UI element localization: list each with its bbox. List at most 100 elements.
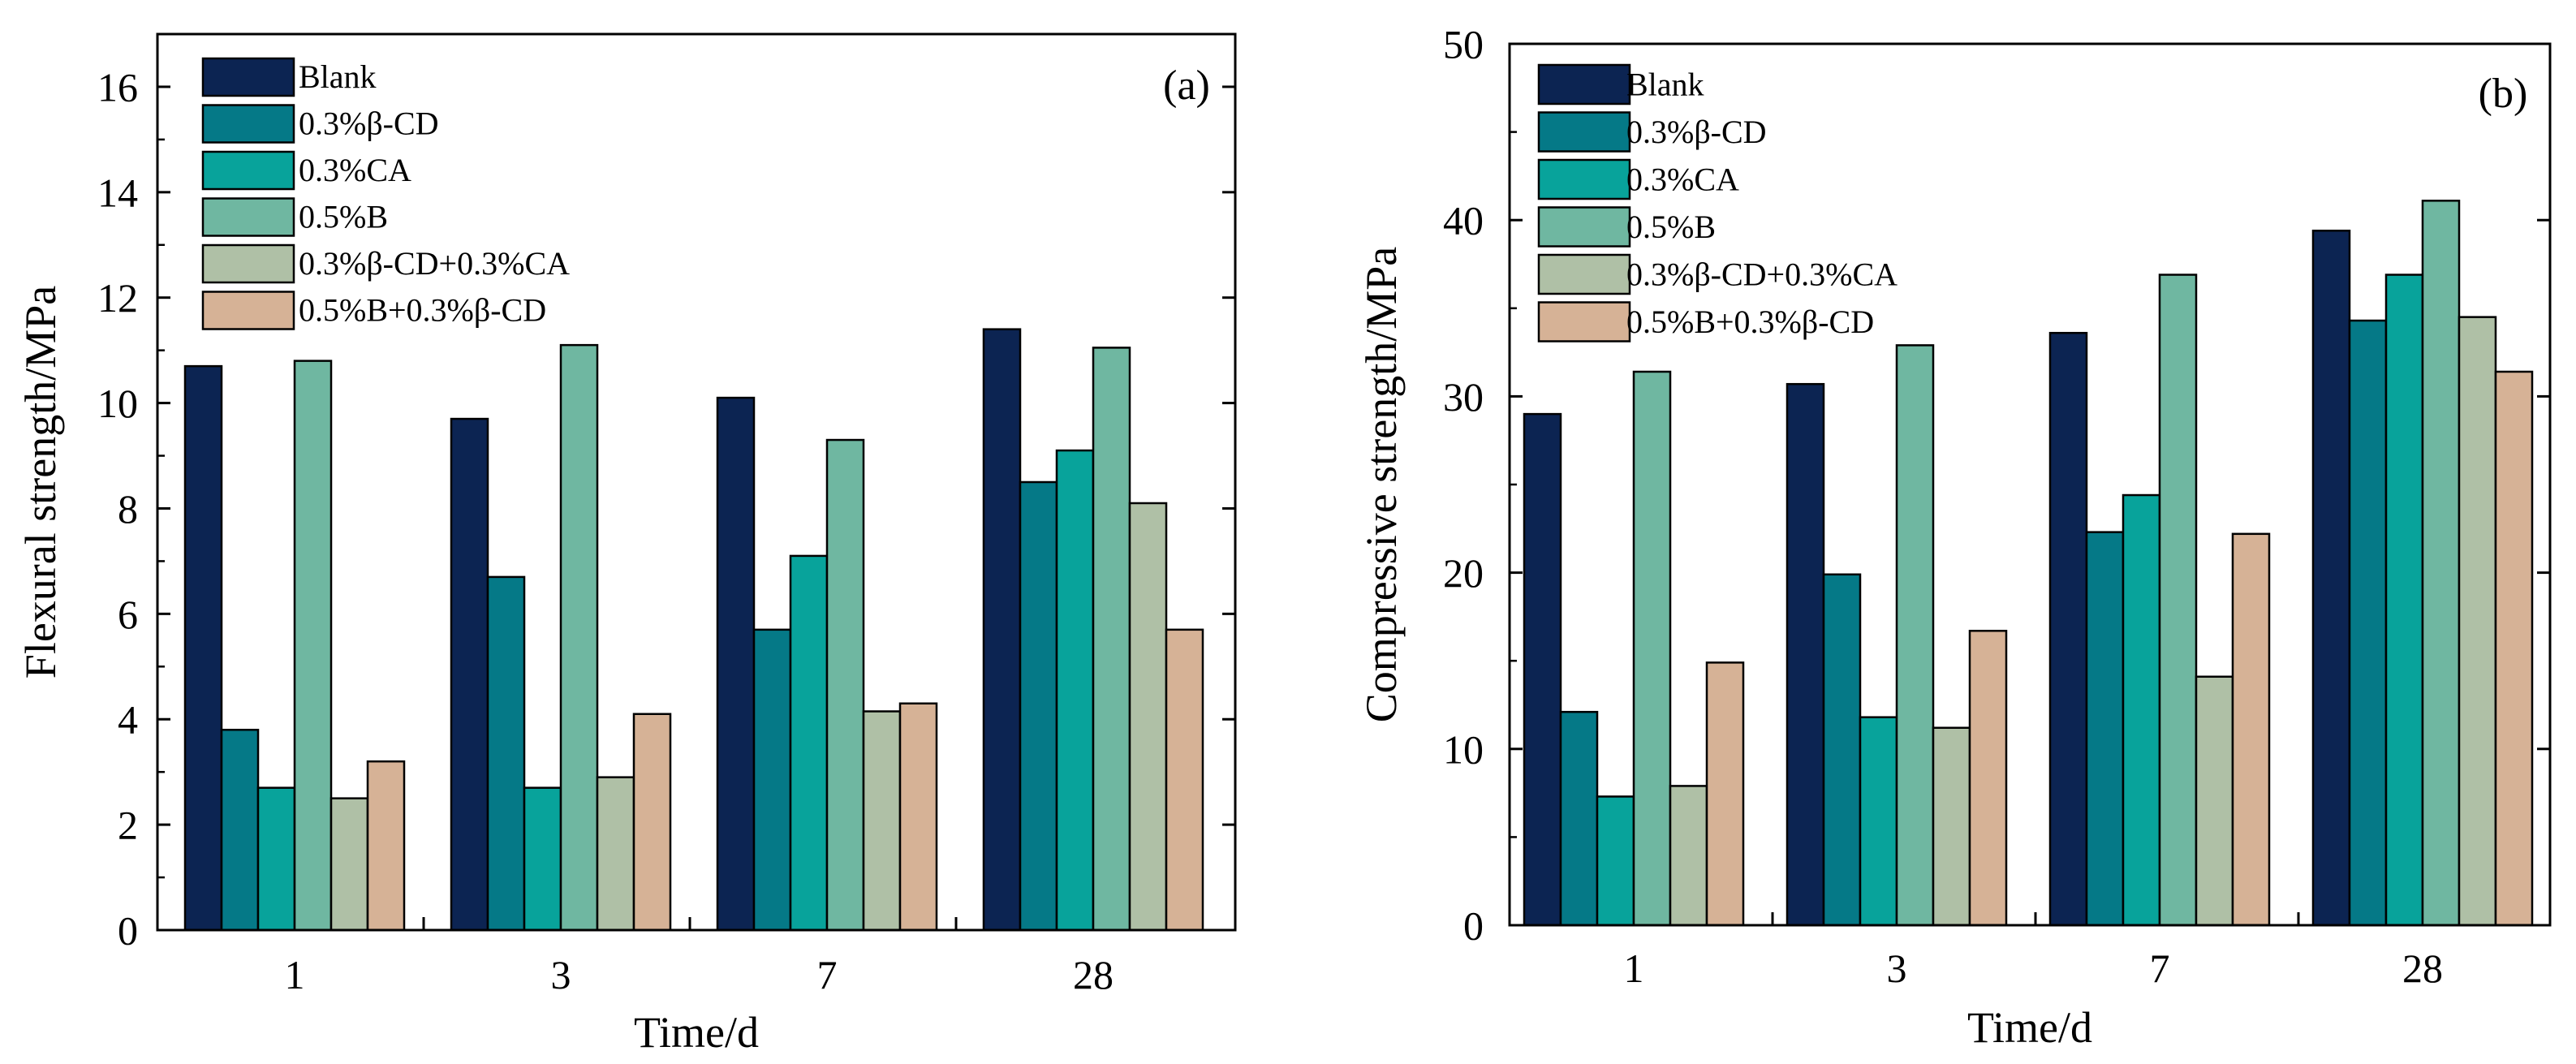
legend-label: 0.3%β-CD+0.3%CA <box>299 245 570 282</box>
x-axis-label: Time/d <box>1967 1003 2092 1052</box>
bar-a-0.5%B+0.3%β-CD-28 <box>1165 628 1204 932</box>
legend-swatch <box>1537 111 1631 153</box>
legend-label: 0.3%β-CD <box>299 105 439 141</box>
plot-frame-a <box>156 32 1237 932</box>
bar-b-Blank-1 <box>1523 412 1562 927</box>
legend-swatch <box>201 243 295 284</box>
legend-swatch <box>1537 301 1631 342</box>
legend-label: Blank <box>1626 66 1704 102</box>
x-axis-label: Time/d <box>634 1008 759 1057</box>
legend-label: 0.5%B <box>1626 209 1716 245</box>
bar-a-0.3%β-CD+0.3%CA-7 <box>862 710 902 932</box>
bar-a-Blank-7 <box>716 396 756 932</box>
legend-a: Blank 0.3%β-CD 0.3%CA 0.5%B 0.3%β-CD+0.3%CA 0… <box>201 57 570 330</box>
bar-b-Blank-3 <box>1786 382 1825 927</box>
x-tick-label: 28 <box>2402 946 2443 991</box>
y-tick-label: 0 <box>1463 903 1484 949</box>
legend-b: Blank 0.3%β-CD 0.3%CA 0.5%B 0.3%β-CD+0.3%CA 0… <box>1537 63 1898 342</box>
bar-a-Blank-1 <box>183 364 223 932</box>
bar-b-0.5%B-7 <box>2158 274 2198 927</box>
bar-a-Blank-3 <box>450 417 489 932</box>
bar-a-0.3%CA-7 <box>789 554 829 932</box>
legend-swatch <box>201 104 295 144</box>
bar-a-0.3%β-CD-1 <box>220 728 260 932</box>
legend-label: 0.5%B+0.3%β-CD <box>1626 304 1874 340</box>
legend-swatch <box>201 291 295 330</box>
bar-b-0.3%β-CD-3 <box>1822 573 1862 927</box>
y-tick-label: 14 <box>97 170 138 215</box>
bar-a-0.3%β-CD+0.3%CA-28 <box>1128 502 1168 932</box>
bar-a-0.5%B-3 <box>559 343 599 932</box>
legend-swatch <box>1537 158 1631 200</box>
bar-b-0.5%B-1 <box>1632 370 1672 927</box>
legend-label: 0.3%β-CD <box>1626 114 1767 150</box>
legend-swatch <box>201 150 295 191</box>
x-tick-label: 1 <box>285 952 305 997</box>
legend-swatch <box>1537 206 1631 248</box>
bar-a-0.5%B-28 <box>1092 347 1131 932</box>
bar-b-0.3%β-CD-28 <box>2348 319 2388 927</box>
x-tick-label: 3 <box>1887 946 1907 991</box>
bar-b-0.3%β-CD+0.3%CA-7 <box>2195 675 2234 927</box>
bar-b-0.5%B+0.3%β-CD-7 <box>2231 532 2271 927</box>
legend-label: 0.3%β-CD+0.3%CA <box>1626 256 1898 292</box>
y-tick-label: 12 <box>97 275 138 321</box>
bar-a-0.3%β-CD-3 <box>486 575 526 932</box>
y-tick-label: 10 <box>1443 726 1484 772</box>
y-tick-label: 10 <box>97 381 138 426</box>
bar-a-0.3%β-CD+0.3%CA-1 <box>330 797 369 932</box>
x-tick-label: 7 <box>817 952 838 997</box>
x-tick-label: 28 <box>1073 952 1114 997</box>
y-tick-label: 8 <box>118 486 138 532</box>
bar-a-0.3%β-CD+0.3%CA-3 <box>596 776 635 932</box>
bar-b-0.5%B-3 <box>1895 344 1935 927</box>
legend-label: 0.3%CA <box>1626 161 1739 197</box>
bar-a-0.3%CA-28 <box>1055 449 1095 932</box>
bar-b-0.5%B-28 <box>2421 200 2461 927</box>
panel-label: (b) <box>2479 71 2528 117</box>
y-tick-label: 0 <box>118 908 138 954</box>
y-axis-label: Compressive strength/MPa <box>1357 247 1406 722</box>
y-tick-label: 16 <box>97 64 138 110</box>
bar-b-0.3%β-CD+0.3%CA-1 <box>1669 785 1708 927</box>
y-axis-label: Flexural strength/MPa <box>16 286 65 678</box>
bar-b-0.3%β-CD+0.3%CA-3 <box>1932 726 1971 927</box>
y-tick-label: 30 <box>1443 374 1484 420</box>
bar-a-0.3%CA-1 <box>256 786 296 932</box>
legend-label: 0.3%CA <box>299 152 411 188</box>
legend-label: 0.5%B <box>299 198 388 235</box>
bar-a-Blank-28 <box>982 328 1022 932</box>
legend-swatch <box>1537 253 1631 295</box>
bar-a-0.5%B+0.3%β-CD-3 <box>632 713 672 932</box>
panel-label: (a) <box>1163 62 1210 109</box>
y-tick-label: 4 <box>118 697 138 743</box>
legend-swatch <box>201 57 295 97</box>
bar-a-0.5%B-7 <box>825 438 865 932</box>
y-tick-label: 6 <box>118 592 138 637</box>
bar-b-0.5%B+0.3%β-CD-28 <box>2494 370 2534 927</box>
bar-b-0.3%CA-7 <box>2122 493 2161 927</box>
legend-label: 0.5%B+0.3%β-CD <box>299 291 546 328</box>
y-tick-label: 20 <box>1443 550 1484 596</box>
y-tick-label: 2 <box>118 803 138 848</box>
x-tick-label: 1 <box>1624 946 1644 991</box>
bar-b-0.3%β-CD+0.3%CA-28 <box>2458 316 2497 927</box>
legend-swatch <box>201 197 295 237</box>
bar-a-0.3%CA-3 <box>523 786 562 932</box>
x-tick-label: 7 <box>2150 946 2170 991</box>
bar-b-Blank-7 <box>2048 331 2088 927</box>
compressive-strength-chart: 0 10 20 30 40 50 1 3 7 28 Time/d Compressive streng… <box>1357 22 2552 1052</box>
bar-b-0.3%CA-3 <box>1859 716 1898 927</box>
bar-b-0.3%CA-28 <box>2384 274 2424 927</box>
bar-a-0.5%B+0.3%β-CD-1 <box>366 760 406 932</box>
legend-swatch <box>1537 63 1631 106</box>
x-tick-label: 3 <box>551 952 571 997</box>
bar-a-0.5%B-1 <box>293 360 333 932</box>
bar-a-0.3%β-CD-28 <box>1019 480 1058 932</box>
flexural-strength-chart: 0 2 4 6 8 10 12 14 16 1 3 7 28 Time/d Flexural strengt… <box>16 32 1237 1057</box>
y-tick-label: 40 <box>1443 198 1484 243</box>
bar-b-0.3%CA-1 <box>1596 795 1635 927</box>
bar-b-0.3%β-CD-1 <box>1559 710 1599 927</box>
bar-a-0.5%B+0.3%β-CD-7 <box>898 702 938 932</box>
